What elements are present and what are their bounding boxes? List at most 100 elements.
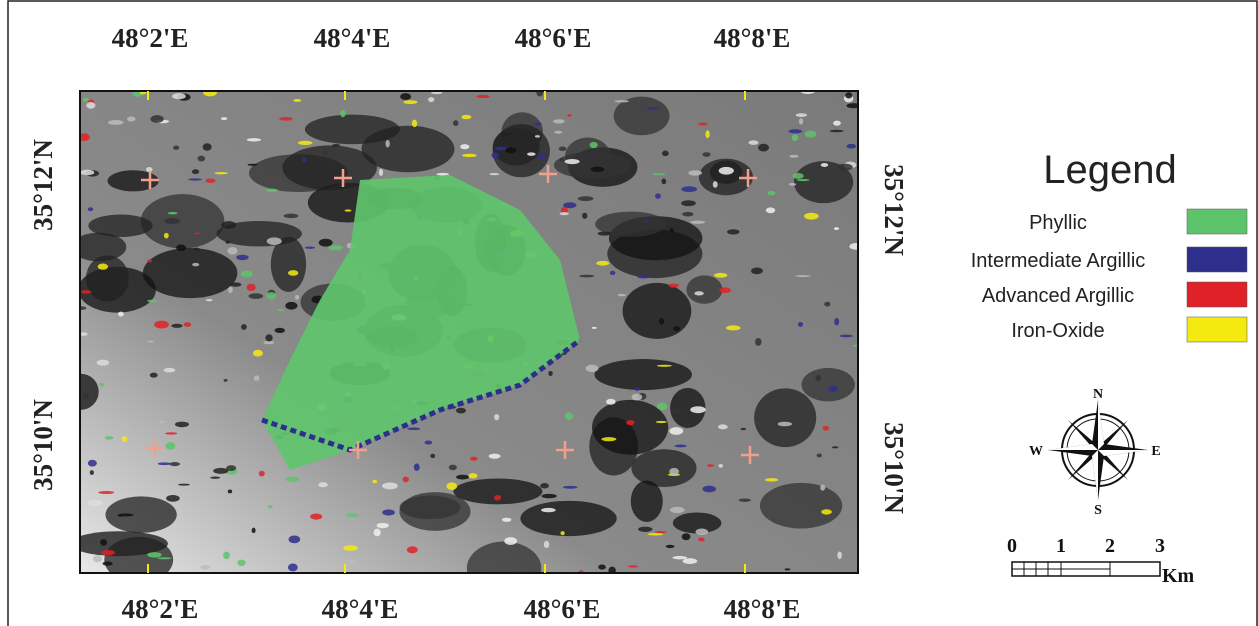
texture-spot [425,440,433,444]
texture-spot [164,368,176,373]
texture-spot [237,560,245,566]
texture-spot [288,270,298,276]
texture-spot [534,122,541,125]
texture-spot [837,551,842,559]
texture-spot [345,209,352,211]
texture-spot [343,545,358,551]
texture-spot [332,144,340,147]
texture-spot [834,227,839,230]
texture-spot [681,200,696,206]
bottom-coordinate: 48°4'E [322,594,399,624]
texture-spot [778,422,792,426]
texture-spot [504,537,517,545]
texture-spot [403,477,409,483]
texture-spot [461,115,471,119]
texture-spot [804,213,819,220]
texture-spot [252,528,256,533]
texture-spot [758,144,769,152]
bottom-coordinate: 48°6'E [524,594,601,624]
texture-spot [446,482,457,490]
texture-spot [792,173,803,179]
texture-spot [101,550,115,556]
texture-spot [797,179,810,181]
texture-spot [127,117,135,122]
texture-spot [266,189,279,192]
texture-spot [527,152,536,156]
texture-spot [541,508,555,512]
texture-spot [192,169,199,174]
texture-spot [586,365,599,372]
texture-spot [147,340,154,342]
texture-spot [718,424,728,429]
texture-spot [631,449,696,487]
texture-spot [165,432,177,434]
texture-spot [635,388,640,391]
texture-spot [798,322,803,327]
texture-spot [682,533,691,540]
texture-spot [88,214,152,237]
texture-spot [846,144,856,149]
texture-spot [284,214,299,218]
texture-spot [400,496,461,519]
texture-spot [275,328,285,333]
scale-label: 3 [1155,535,1165,557]
texture-spot [412,120,417,128]
texture-spot [553,119,565,123]
texture-spot [683,558,698,564]
texture-spot [688,170,702,175]
texture-spot [554,152,631,179]
texture-spot [719,287,731,293]
texture-spot [80,170,94,176]
texture-spot [108,120,123,125]
texture-spot [147,300,158,303]
texture-spot [655,193,661,198]
texture-spot [596,261,609,266]
texture-spot [293,99,301,102]
texture-spot [150,373,158,378]
legend-label: Intermediate Argillic [971,250,1146,272]
texture-spot [100,539,107,546]
texture-spot [223,552,230,559]
texture-spot [97,360,109,366]
texture-spot [268,505,273,508]
texture-spot [579,275,594,278]
texture-spot [288,564,298,572]
texture-spot [707,464,714,467]
texture-spot [682,212,693,217]
texture-spot [318,482,328,487]
texture-spot [298,141,313,145]
texture-spot [789,183,796,186]
texture-spot [563,202,576,208]
texture-spot [171,324,182,328]
texture-spot [98,263,108,269]
texture-spot [766,207,775,213]
texture-spot [740,428,746,430]
texture-spot [467,542,541,595]
texture-spot [122,422,128,428]
texture-spot [176,245,186,252]
figure: 48°2'E48°4'E48°6'E48°8'E48°2'E48°4'E48°6… [0,0,1258,626]
texture-spot [105,496,176,532]
texture-spot [230,282,241,286]
texture-spot [147,552,161,557]
texture-spot [93,555,102,562]
texture-spot [310,513,322,519]
texture-spot [168,212,178,215]
texture-spot [414,463,420,471]
texture-spot [193,248,200,251]
texture-spot [663,257,667,261]
texture-spot [702,486,716,493]
texture-spot [470,457,478,461]
texture-spot [88,207,93,211]
texture-spot [672,556,687,559]
texture-spot [594,359,692,390]
texture-spot [554,131,562,134]
texture-spot [536,89,543,97]
left-coordinate: 35°12'N [28,139,58,231]
texture-spot [606,399,616,405]
legend-swatch [1187,317,1247,342]
texture-spot [491,152,499,158]
texture-spot [833,121,841,126]
texture-spot [376,523,388,528]
